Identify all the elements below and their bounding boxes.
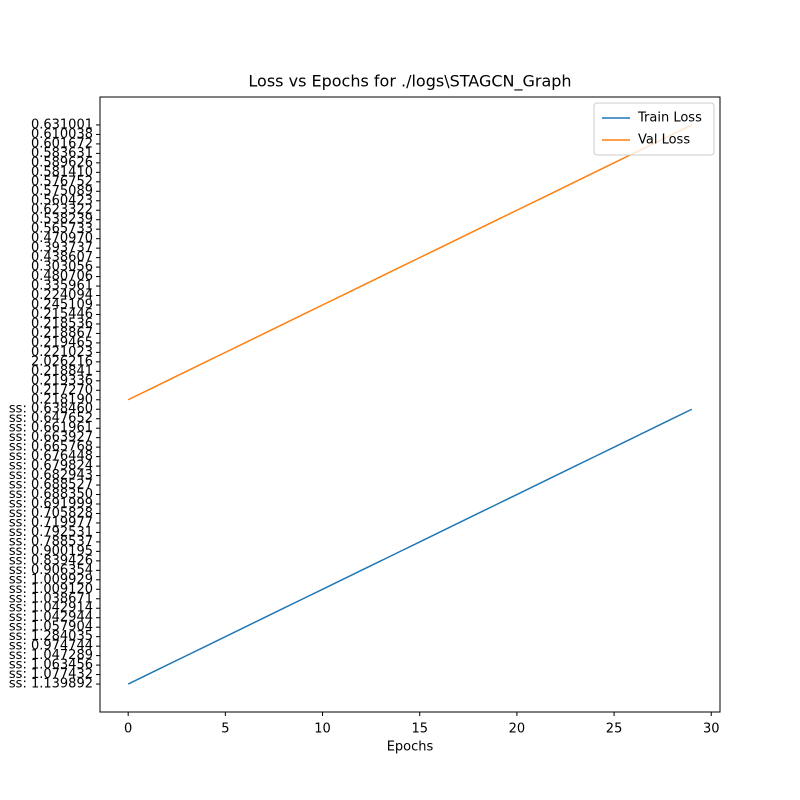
x-tick-label: 20 bbox=[509, 722, 526, 737]
y-tick-label: ss: 1.284035 bbox=[9, 629, 93, 644]
y-tick-label: ss: 0.688350 bbox=[9, 487, 93, 502]
y-tick-label: ss: 0.705828 bbox=[9, 506, 93, 521]
y-tick-label: ss: 0.665768 bbox=[9, 440, 93, 455]
y-tick-label: ss: 0.974744 bbox=[9, 639, 93, 654]
x-axis-label: Epochs bbox=[387, 740, 434, 755]
y-tick-label: 0.610038 bbox=[31, 127, 93, 142]
y-tick-label: 0.480706 bbox=[31, 269, 93, 284]
y-tick-label: 2.026216 bbox=[31, 354, 93, 369]
y-tick-label: 0.583631 bbox=[31, 146, 93, 161]
legend-box bbox=[593, 102, 715, 156]
y-tick-label: 0.217270 bbox=[31, 383, 93, 398]
y-tick-label: ss: 0.638460 bbox=[9, 402, 93, 417]
y-tick-label: ss: 0.688527 bbox=[9, 478, 93, 493]
y-tick-label: 0.218190 bbox=[31, 392, 93, 407]
y-tick-label: 0.575089 bbox=[31, 184, 93, 199]
y-tick-label: ss: 0.900195 bbox=[9, 544, 93, 559]
y-tick-label: 0.303056 bbox=[31, 260, 93, 275]
y-tick-label: ss: 1.139892 bbox=[9, 677, 93, 692]
y-tick-label: 0.393737 bbox=[31, 241, 93, 256]
legend-label: Val Loss bbox=[638, 133, 690, 148]
y-tick-label: ss: 1.077432 bbox=[9, 667, 93, 682]
y-tick-label: ss: 0.719977 bbox=[9, 515, 93, 530]
x-tick-label: 10 bbox=[314, 722, 331, 737]
x-tick-label: 25 bbox=[606, 722, 623, 737]
y-tick-label: ss: 0.682943 bbox=[9, 468, 93, 483]
y-tick-label: 0.538239 bbox=[31, 212, 93, 227]
chart-title: Loss vs Epochs for ./logs\STAGCN_Graph bbox=[248, 72, 571, 92]
y-tick-label: ss: 0.788537 bbox=[9, 534, 93, 549]
x-tick-label: 30 bbox=[703, 722, 720, 737]
y-tick-label: ss: 1.009120 bbox=[9, 582, 93, 597]
legend-label: Train Loss bbox=[637, 111, 702, 126]
y-tick-label: 0.631001 bbox=[31, 117, 93, 132]
y-tick-label: ss: 0.661961 bbox=[9, 421, 93, 436]
y-tick-label: 0.219336 bbox=[31, 373, 93, 388]
y-tick-label: ss: 1.063456 bbox=[9, 658, 93, 673]
x-tick-label: 15 bbox=[411, 722, 428, 737]
y-tick-label: 0.589626 bbox=[31, 155, 93, 170]
y-tick-label: 0.581410 bbox=[31, 165, 93, 180]
y-tick-label: ss: 0.691999 bbox=[9, 496, 93, 511]
y-tick-label: ss: 1.042944 bbox=[9, 610, 93, 625]
y-tick-label: ss: 1.042914 bbox=[9, 601, 93, 616]
y-tick-label: 0.438607 bbox=[31, 250, 93, 265]
y-tick-label: ss: 1.047289 bbox=[9, 648, 93, 663]
x-tick-label: 5 bbox=[221, 722, 229, 737]
series-line bbox=[127, 408, 693, 685]
y-tick-label: ss: 0.906354 bbox=[9, 563, 93, 578]
y-tick-label: 0.218536 bbox=[31, 316, 93, 331]
y-tick-label: ss: 1.057904 bbox=[9, 620, 93, 635]
y-tick-label: ss: 0.839426 bbox=[9, 553, 93, 568]
y-tick-label: ss: 0.679824 bbox=[9, 459, 93, 474]
y-tick-label: 0.560423 bbox=[31, 193, 93, 208]
plot-frame bbox=[99, 96, 721, 713]
y-tick-label: 0.470970 bbox=[31, 231, 93, 246]
y-tick-label: 0.218841 bbox=[31, 364, 93, 379]
y-tick-label: 0.215446 bbox=[31, 307, 93, 322]
y-tick-label: 0.245109 bbox=[31, 298, 93, 313]
y-tick-label: 0.335961 bbox=[31, 279, 93, 294]
y-tick-label: ss: 0.676448 bbox=[9, 449, 93, 464]
x-tick-label: 0 bbox=[124, 722, 132, 737]
y-tick-label: 0.224094 bbox=[31, 288, 93, 303]
y-tick-label: ss: 0.663927 bbox=[9, 430, 93, 445]
series-line bbox=[127, 124, 693, 401]
y-tick-label: ss: 1.038671 bbox=[9, 591, 93, 606]
y-tick-label: 0.576752 bbox=[31, 174, 93, 189]
y-tick-label: 0.221023 bbox=[31, 345, 93, 360]
y-tick-label: 0.601672 bbox=[31, 136, 93, 151]
y-tick-label: 0.219465 bbox=[31, 335, 93, 350]
y-tick-label: ss: 0.792531 bbox=[9, 525, 93, 540]
y-tick-label: 0.565733 bbox=[31, 222, 93, 237]
y-tick-label: ss: 0.647652 bbox=[9, 411, 93, 426]
y-tick-label: ss: 1.009929 bbox=[9, 572, 93, 587]
y-tick-label: 0.623322 bbox=[31, 203, 93, 218]
y-tick-label: 0.218867 bbox=[31, 326, 93, 341]
